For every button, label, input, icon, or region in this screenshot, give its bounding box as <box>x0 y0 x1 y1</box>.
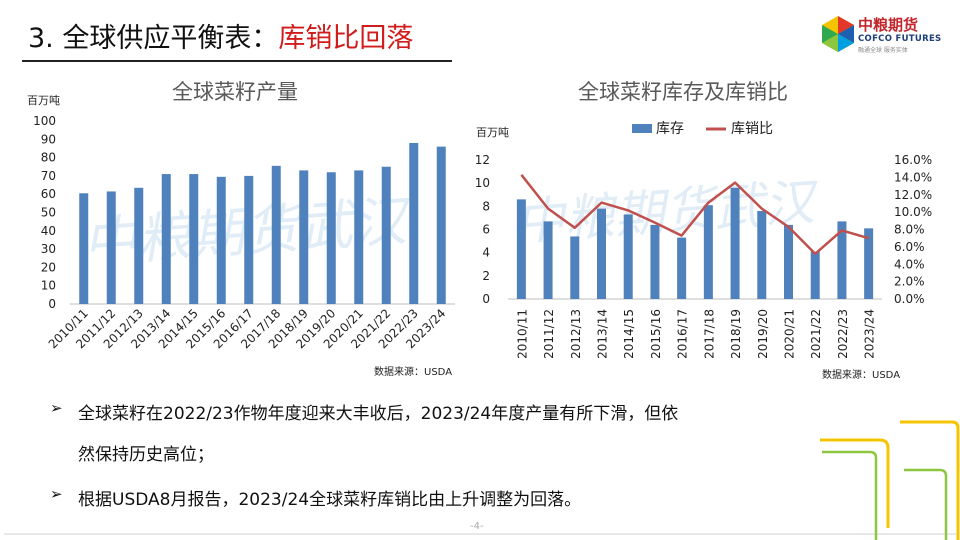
logo-chinese-name: 中粮期货 <box>858 16 919 34</box>
chart2-xtick: 2018/19 <box>729 309 743 359</box>
chart2-stock-bar <box>516 199 526 299</box>
bullet-1-line-2: 然保持历史高位； <box>78 445 214 465</box>
chart2-stock-bar <box>757 210 767 299</box>
logo-english-name: COFCO FUTURES <box>858 34 942 44</box>
chart1-bar <box>326 172 336 304</box>
chart2-xtick: 2016/17 <box>676 309 690 359</box>
chart2-ytick-right: 16.0% <box>894 153 932 167</box>
bullet-2-line-1: 根据USDA8月报告，2023/24全球菜籽库销比由上升调整为回落。 <box>78 490 582 510</box>
chart1-ytick: 80 <box>41 151 56 165</box>
chart1-bar <box>134 187 144 304</box>
chart2-ytick-left: 0 <box>482 292 490 306</box>
chart2-stock-bar <box>570 236 580 299</box>
chart2-ytick-right: 8.0% <box>894 223 925 237</box>
chart2-ytick-left: 4 <box>482 246 490 260</box>
chart1-ytick: 90 <box>41 132 56 146</box>
chart2-ytick-left: 6 <box>482 223 490 237</box>
chart2-xtick: 2022/23 <box>836 309 850 359</box>
chart2-stock-bar <box>650 224 660 299</box>
chart2-legend-stock-swatch <box>632 124 652 133</box>
chart2-title: 全球菜籽库存及库销比 <box>578 80 788 104</box>
chart2-ytick-right: 0.0% <box>894 292 925 306</box>
chart2-stock-bar <box>677 237 687 299</box>
chart1-bar <box>271 165 281 304</box>
chart2-xtick: 2015/16 <box>649 309 663 359</box>
chart2-xtick: 2021/22 <box>809 309 823 359</box>
chart2-ytick-left: 10 <box>475 176 490 190</box>
chart1-bar <box>299 170 309 304</box>
chart1-bar <box>216 176 226 304</box>
chart2-xtick: 2019/20 <box>756 309 770 359</box>
chart2-legend-ratio-label: 库销比 <box>731 121 773 137</box>
logo-tagline: 融通全球 服务实体 <box>858 47 908 54</box>
watermark-right: 中粮期货武汉 <box>513 173 821 252</box>
chart2-stock-bar <box>703 205 713 299</box>
chart1-source: 数据来源：USDA <box>374 367 453 378</box>
chart2-legend-stock-label: 库存 <box>656 121 684 137</box>
chart1-ytick: 70 <box>41 169 56 183</box>
chart2-ytick-right: 6.0% <box>894 240 925 254</box>
chart2-ytick-right: 10.0% <box>894 205 932 219</box>
chart1-ytick: 50 <box>41 206 56 220</box>
bullet-1: ➢ 全球菜籽在2022/23作物年度迎来大丰收后，2023/24年度产量有所下滑… <box>50 399 900 479</box>
chart1-bar <box>436 146 446 304</box>
chart2-stock-bar <box>730 187 740 299</box>
chart2-xtick: 2020/21 <box>783 309 797 359</box>
chart2-ytick-right: 4.0% <box>894 257 925 271</box>
chart2-xtick: 2010/11 <box>515 309 529 359</box>
chart2-unit: 百万吨 <box>476 126 509 139</box>
chart2-ytick-left: 2 <box>482 269 490 283</box>
chart2-stock-bar <box>623 214 633 299</box>
chart2-xtick: 2014/15 <box>622 309 636 359</box>
chart2-xtick: 2012/13 <box>569 309 583 359</box>
chart1-bar <box>354 170 364 304</box>
chart1-ytick: 60 <box>41 187 56 201</box>
chart2-stock-bar <box>837 221 847 299</box>
chart1-ytick: 0 <box>48 297 56 311</box>
chart2-stock-bar <box>784 224 793 299</box>
title-underline <box>22 60 452 62</box>
chart2-ytick-right: 2.0% <box>894 275 925 289</box>
chart1-bar <box>189 174 199 304</box>
chart1-bar <box>106 191 116 304</box>
chart2-stock-bar <box>864 228 874 299</box>
chart1-bar <box>161 174 171 304</box>
chart2-xtick: 2023/24 <box>863 309 877 359</box>
chart1-bar <box>244 175 254 304</box>
chart2-ratio-line <box>520 174 869 256</box>
chart1-unit: 百万吨 <box>27 94 60 107</box>
bullet-1-line-1: 全球菜籽在2022/23作物年度迎来大丰收后，2023/24年度产量有所下滑，但… <box>78 404 679 424</box>
bullet-2: ➢ 根据USDA8月报告，2023/24全球菜籽库销比由上升调整为回落。 <box>50 485 900 511</box>
chart1-ytick: 30 <box>41 242 56 256</box>
chart1-ytick: 20 <box>41 260 56 274</box>
chart2-stock-bar <box>810 251 820 299</box>
chart1-bar <box>79 193 89 304</box>
chart2-xtick: 2013/14 <box>596 309 610 359</box>
chart1-bar <box>381 166 391 304</box>
cofco-logo-icon <box>822 16 854 52</box>
chart2-xtick: 2017/18 <box>702 309 716 359</box>
page-title: 3. 全球供应平衡表：库销比回落 <box>28 16 413 55</box>
bullet-1-mark: ➢ <box>50 399 63 417</box>
page-number: -4- <box>470 521 484 532</box>
chart1-ytick: 40 <box>41 224 56 238</box>
chart1-ytick: 10 <box>41 279 56 293</box>
chart2-ytick-left: 12 <box>475 153 490 167</box>
chart2-ytick-right: 12.0% <box>894 188 932 202</box>
title-highlight: 库销比回落 <box>278 23 414 54</box>
bullet-2-mark: ➢ <box>50 485 63 503</box>
chart2-ytick-left: 8 <box>482 199 490 213</box>
title-prefix: 3. 全球供应平衡表： <box>28 23 279 54</box>
chart2-source: 数据来源：USDA <box>822 370 901 381</box>
chart1-ytick: 100 <box>33 114 56 128</box>
chart2-stock-bar <box>543 221 553 299</box>
chart1-title: 全球菜籽产量 <box>172 80 298 104</box>
chart2-xtick: 2011/12 <box>542 309 556 359</box>
chart2-ytick-right: 14.0% <box>894 170 932 184</box>
chart1-bar <box>409 142 419 304</box>
chart2-stock-bar <box>597 208 606 299</box>
